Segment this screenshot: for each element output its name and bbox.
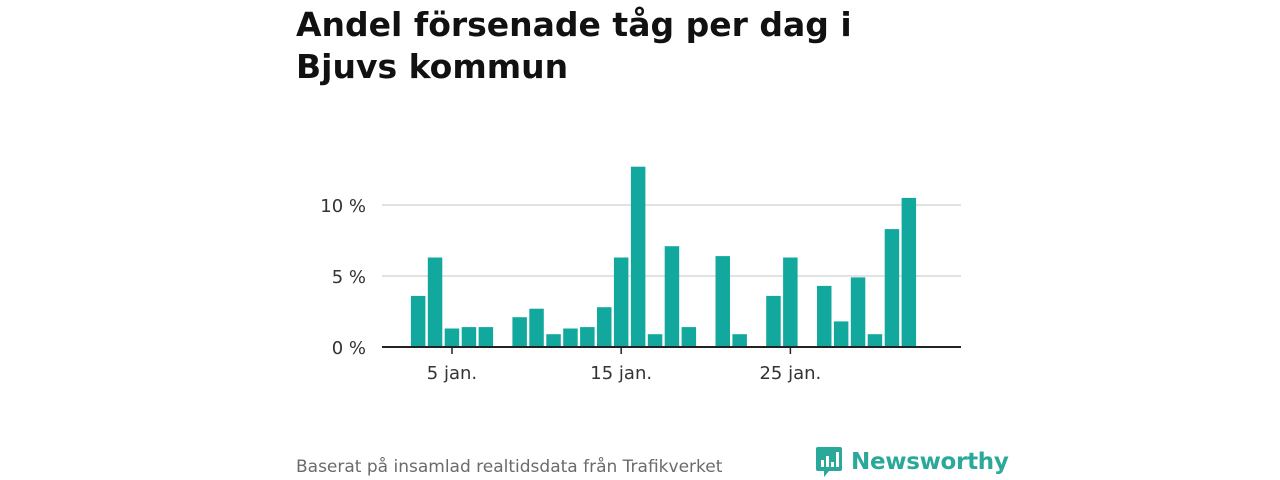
ticks: 0 % 5 % 10 % 5 jan. 15 jan. 25 jan. (320, 196, 821, 384)
bar (597, 307, 612, 347)
chart-title: Andel försenade tåg per dag i Bjuvs komm… (296, 5, 852, 86)
bar (546, 334, 561, 347)
x-tick-label: 25 jan. (759, 363, 821, 384)
bar (647, 334, 663, 347)
y-tick-label: 0 % (332, 338, 366, 359)
source-note: Baserat på insamlad realtidsdata från Tr… (296, 457, 723, 477)
bar (630, 166, 646, 347)
bar (427, 257, 443, 347)
bar (850, 277, 866, 347)
bar (512, 317, 527, 347)
brand-logo: Newsworthy (815, 446, 1009, 478)
bar (867, 334, 883, 347)
bar (478, 327, 494, 347)
bar (613, 257, 629, 347)
bar (901, 197, 917, 347)
bar (444, 328, 460, 347)
bar-chart-speech-bubble-icon (816, 447, 842, 477)
brand-name: Newsworthy (851, 449, 1009, 475)
bar (732, 334, 747, 347)
bar (766, 295, 781, 347)
y-tick-label: 10 % (320, 196, 366, 217)
x-tick-label: 15 jan. (590, 363, 652, 384)
bar (664, 246, 680, 347)
bar (817, 285, 832, 347)
bar (715, 256, 730, 347)
bar (884, 229, 900, 347)
bar (461, 327, 477, 347)
bar (580, 327, 595, 347)
bar (833, 321, 849, 347)
y-tick-label: 5 % (332, 267, 366, 288)
x-tick-label: 5 jan. (427, 363, 477, 384)
bar (563, 328, 578, 347)
bar (681, 327, 697, 347)
bar (410, 295, 426, 347)
bar (783, 257, 798, 347)
bars (410, 166, 917, 347)
bar (529, 308, 544, 347)
